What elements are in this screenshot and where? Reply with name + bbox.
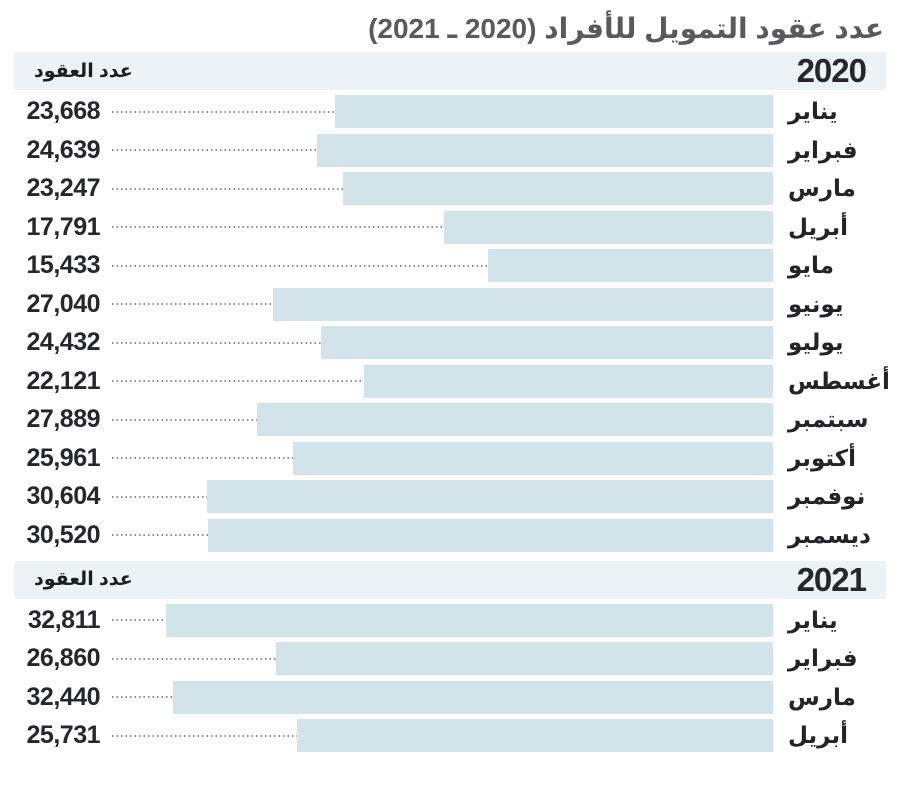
month-bar [166,603,773,637]
bar-row: 23,247 مارس [0,172,900,205]
month-bar [172,680,773,714]
month-label: أبريل [788,213,848,240]
leader-dotted-line [112,110,336,113]
value-label: 27,040 [26,289,101,318]
month-label: فبراير [788,645,858,671]
bar-rows: 32,811 يناير 26,860 فبراير 32,440 مارس 2… [0,603,900,752]
value-label: 27,889 [26,405,101,433]
year-section: عدد العقود 2020 23,668 يناير 24,639 فبرا… [0,52,900,552]
leader-dotted-line [112,264,488,267]
year-section: عدد العقود 2021 32,811 يناير 26,860 فبرا… [0,560,900,752]
chart-sections: عدد العقود 2020 23,668 يناير 24,639 فبرا… [0,52,900,752]
bar-row: 26,860 فبراير [0,642,900,675]
value-label: 23,668 [26,97,101,125]
leader-dotted-line [112,657,277,660]
bar-row: 23,668 يناير [0,95,900,128]
month-bar [317,133,773,167]
leader-dotted-line [112,149,318,151]
value-label: 32,811 [27,605,101,634]
month-label: ديسمبر [788,521,871,548]
page-title: عدد عقود التمويل للأفراد (2020 ـ 2021) [368,13,884,44]
value-label: 25,731 [26,721,101,749]
value-label: 23,247 [26,174,101,202]
value-label: 30,520 [26,520,101,549]
value-label: 25,961 [26,443,101,472]
month-label: أكتوبر [788,444,857,471]
bar-row: 15,433 مايو [0,249,900,282]
value-label: 15,433 [26,251,101,279]
month-bar [257,403,773,436]
month-bar [321,326,773,359]
month-bar [363,364,773,398]
month-label: مارس [788,683,856,710]
month-bar [208,518,773,552]
leader-dotted-line [112,187,343,190]
leader-dotted-line [112,619,166,621]
month-label: فبراير [788,136,858,163]
month-label: يناير [788,98,838,124]
leader-dotted-line [112,418,258,421]
value-label: 30,604 [26,482,101,510]
value-label: 24,639 [26,135,101,164]
bar-row: 32,440 مارس [0,680,900,714]
leader-dotted-line [112,341,321,344]
bar-row: 27,040 يونيو [0,287,900,321]
section-header-band: عدد العقود 2021 [14,560,886,599]
section-header-band: عدد العقود 2020 [14,52,886,90]
contracts-count-label: عدد العقود [34,60,133,82]
month-label: يناير [788,606,838,633]
month-bar [342,172,773,205]
bar-rows: 23,668 يناير 24,639 فبراير 23,247 مارس 1… [0,95,900,552]
leader-dotted-line [112,734,297,737]
value-label: 32,440 [26,682,101,711]
bar-row: 30,520 ديسمبر [0,518,900,552]
month-bar [292,441,773,475]
month-label: مايو [788,252,834,278]
month-bar [335,95,773,128]
bar-row: 24,432 يوليو [0,326,900,359]
value-label: 22,121 [26,366,101,395]
month-bar [443,210,773,244]
value-label: 26,860 [26,644,101,672]
value-label: 17,791 [26,212,101,241]
bar-row: 32,811 يناير [0,603,900,637]
leader-dotted-line [112,534,209,536]
month-label: مارس [788,175,856,201]
month-label: يونيو [788,290,844,317]
year-label: 2020 [796,52,867,89]
month-bar [297,719,773,752]
leader-dotted-line [112,495,207,498]
bar-row: 24,639 فبراير [0,133,900,167]
bar-row: 25,731 أبريل [0,719,900,752]
month-label: أبريل [788,722,848,748]
month-label: سبتمبر [788,406,869,432]
month-label: أغسطس [788,367,890,394]
month-bar [272,287,773,321]
bar-row: 27,889 سبتمبر [0,403,900,436]
leader-dotted-line [112,457,293,459]
year-label: 2021 [796,560,867,598]
leader-dotted-line [112,380,364,382]
value-label: 24,432 [26,328,101,356]
leader-dotted-line [112,696,173,698]
leader-dotted-line [112,226,444,228]
month-bar [206,480,773,513]
bar-row: 22,121 أغسطس [0,364,900,398]
month-bar [276,642,773,675]
contracts-count-label: عدد العقود [34,569,133,590]
bar-row: 17,791 أبريل [0,210,900,244]
leader-dotted-line [112,303,273,305]
bar-row: 25,961 أكتوبر [0,441,900,475]
month-label: يوليو [788,329,844,355]
month-bar [487,249,773,282]
month-label: نوفمبر [788,483,866,509]
bar-row: 30,604 نوفمبر [0,480,900,513]
